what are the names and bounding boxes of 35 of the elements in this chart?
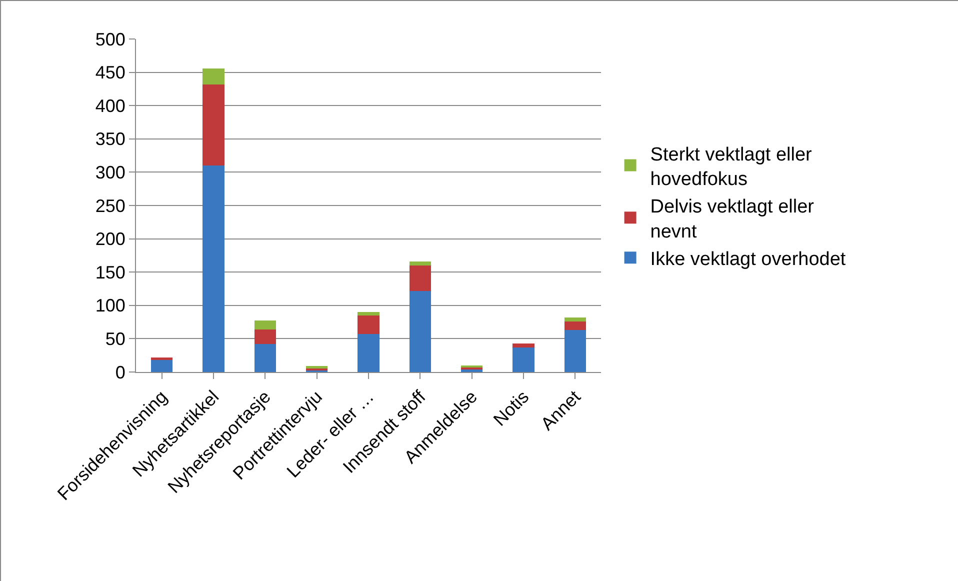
bar <box>254 344 276 372</box>
bar <box>358 312 380 316</box>
bar <box>409 290 432 372</box>
bar <box>202 84 224 166</box>
bar <box>564 321 586 330</box>
bar <box>564 317 586 322</box>
legend-label: Delvis vektlagt eller nevnt <box>650 196 815 242</box>
y-tick-label: 450 <box>95 62 126 83</box>
bar <box>358 315 380 334</box>
legend-label: Ikke vektlagt overhodet <box>650 249 846 270</box>
bar <box>409 265 432 291</box>
legend-label: Sterkt vektlagt eller hovedfokus <box>650 144 813 190</box>
y-tick-label: 400 <box>95 96 126 116</box>
bar <box>512 343 534 348</box>
y-tick-label: 350 <box>95 129 126 150</box>
bar <box>460 369 483 372</box>
bar <box>150 357 173 360</box>
y-tick-label: 150 <box>95 262 126 282</box>
bar <box>254 329 276 344</box>
y-tick-label: 300 <box>95 162 126 182</box>
y-tick-label: 100 <box>95 296 126 316</box>
bar <box>358 334 380 372</box>
bar <box>512 347 534 372</box>
bar <box>150 360 173 372</box>
y-tick-label: 500 <box>95 29 126 50</box>
y-tick-label: 200 <box>95 229 126 250</box>
bar <box>202 68 224 84</box>
bar <box>202 166 224 372</box>
bar <box>306 366 328 369</box>
bar <box>564 330 586 372</box>
bar <box>254 320 276 330</box>
y-tick-label: 50 <box>105 329 126 349</box>
y-tick-label: 0 <box>115 362 126 382</box>
y-tick-label: 250 <box>95 196 126 216</box>
bar <box>409 261 432 266</box>
